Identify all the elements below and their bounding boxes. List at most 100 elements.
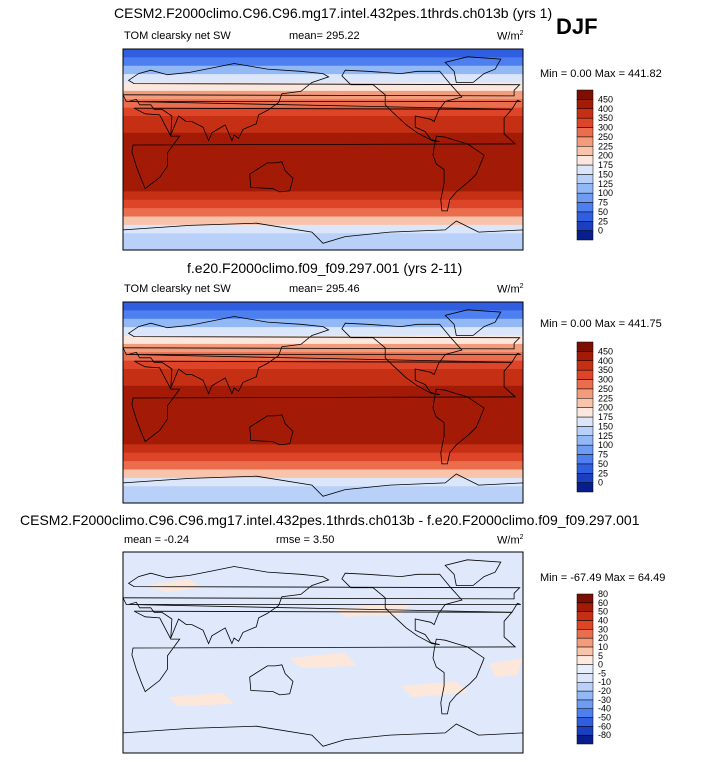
zonal-band: [123, 174, 523, 184]
positive-anomaly-region: [289, 652, 357, 669]
panel1-mean: mean= 295.22: [289, 30, 360, 42]
colorbar-box: [576, 369, 594, 380]
coastline: [122, 316, 521, 395]
colorbar-tick-label: 50: [598, 607, 608, 617]
zonal-band: [123, 360, 523, 370]
colorbar-tick-label: 20: [598, 633, 608, 643]
colorbar-box: [576, 416, 594, 427]
zonal-band: [123, 427, 523, 437]
coastline: [432, 388, 485, 465]
colorbar-box: [576, 351, 594, 361]
colorbar-box: [576, 655, 594, 665]
coastline: [341, 572, 463, 646]
colorbar-box: [576, 463, 594, 474]
colorbar-box: [576, 699, 594, 709]
colorbar-box: [576, 155, 594, 166]
zonal-band: [123, 377, 523, 387]
colorbar-box: [576, 646, 594, 657]
panel1-minmax: Min = 0.00 Max = 441.82: [540, 68, 662, 80]
positive-anomaly-region: [167, 692, 235, 707]
positive-anomaly-region: [400, 681, 468, 698]
zonal-band: [123, 82, 523, 92]
zonal-band: [123, 369, 523, 378]
coastline: [444, 56, 502, 83]
colorbar-tick-label: 100: [598, 188, 613, 198]
colorbar-box: [576, 211, 594, 222]
colorbar-box: [576, 611, 594, 621]
colorbar-tick-label: 175: [598, 412, 613, 422]
colorbar-tick-label: -5: [598, 668, 606, 678]
colorbar-box: [576, 602, 594, 612]
colorbar-box: [576, 681, 594, 692]
panel1-variable: TOM clearsky net SW: [124, 30, 231, 42]
colorbar-tick-label: -30: [598, 695, 611, 705]
colorbar-tick-label: 225: [598, 141, 613, 151]
panel1-map: [122, 48, 524, 251]
colorbar-tick-label: 300: [598, 123, 613, 133]
zonal-band: [123, 216, 523, 226]
colorbar-tick-label: -10: [598, 677, 611, 687]
map-frame: [122, 48, 524, 251]
panel3-mean: mean = -0.24: [124, 534, 190, 546]
colorbar-box: [576, 444, 594, 455]
zonal-band: [123, 116, 523, 125]
zonal-band: [123, 436, 523, 445]
zonal-band: [123, 57, 523, 67]
zonal-band: [123, 99, 523, 109]
zonal-band: [123, 477, 523, 487]
colorbar-tick-label: -50: [598, 713, 611, 723]
colorbar-tick-label: 60: [598, 598, 608, 608]
colorbar-tick-label: 10: [598, 642, 608, 652]
zonal-band: [123, 183, 523, 192]
zonal-band: [123, 444, 523, 454]
colorbar-box: [576, 89, 594, 100]
colorbar-box: [576, 341, 594, 352]
zonal-band: [123, 199, 523, 209]
panel2-units: W/m2: [497, 283, 524, 296]
coastline: [341, 322, 463, 396]
panel3-title: CESM2.F2000climo.C96.C96.mg17.intel.432p…: [20, 512, 640, 528]
colorbar-box: [576, 717, 594, 727]
zonal-band: [123, 124, 523, 134]
colorbar-tick-label: 125: [598, 179, 613, 189]
colorbar-box: [576, 407, 594, 418]
zonal-band: [123, 310, 523, 320]
colorbar-tick-label: -60: [598, 721, 611, 731]
colorbar-tick-label: 450: [598, 94, 613, 104]
panel2-mean: mean= 295.46: [289, 283, 360, 295]
colorbar-box: [576, 221, 594, 231]
colorbar-tick-label: 350: [598, 113, 613, 123]
colorbar-box: [576, 379, 594, 390]
colorbar-box: [576, 192, 594, 203]
colorbar-box: [576, 99, 594, 109]
zonal-band: [123, 461, 523, 471]
colorbar-box: [576, 136, 594, 147]
colorbar-tick-label: 300: [598, 375, 613, 385]
colorbar-tick-label: 400: [598, 104, 613, 114]
colorbar-box: [576, 629, 594, 639]
colorbar-box: [576, 388, 594, 399]
colorbar-tick-label: -20: [598, 686, 611, 696]
zonal-band: [123, 49, 523, 58]
zonal-band: [123, 302, 523, 311]
colorbar-box: [576, 360, 594, 371]
map-frame: [122, 551, 524, 754]
zonal-band: [123, 107, 523, 117]
panel3-minmax: Min = -67.49 Max = 64.49: [540, 572, 666, 584]
coastline: [432, 135, 485, 212]
panel1-title: CESM2.F2000climo.C96.C96.mg17.intel.432p…: [114, 5, 553, 21]
colorbar-tick-label: 75: [598, 450, 608, 460]
colorbar-box: [576, 127, 594, 138]
coastline: [122, 566, 521, 645]
colorbar-tick-label: 150: [598, 421, 613, 431]
zonal-band: [123, 486, 523, 496]
coastline: [249, 664, 294, 696]
colorbar-tick-label: 0: [598, 660, 603, 670]
colorbar-box: [576, 454, 594, 465]
colorbar-box: [576, 726, 594, 736]
zonal-band: [123, 65, 523, 75]
coastline: [444, 559, 502, 586]
colorbar-box: [576, 426, 594, 436]
zonal-band: [123, 141, 523, 151]
panel3-units: W/m2: [497, 534, 524, 547]
